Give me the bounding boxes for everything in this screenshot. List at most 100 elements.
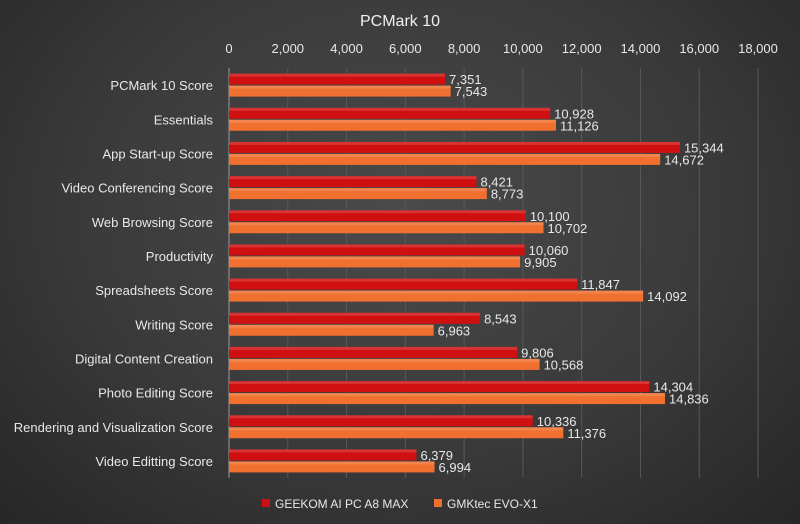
x-tick-label: 4,000 [330, 41, 363, 56]
bar-gmktec [229, 256, 521, 268]
legend-swatch [262, 499, 270, 507]
bar-geekom [229, 346, 518, 358]
bar-gmktec [229, 461, 435, 473]
bar-highlight [229, 141, 680, 145]
bar-highlight [229, 153, 661, 157]
bar-geekom [229, 244, 525, 256]
data-label: 11,126 [560, 118, 599, 133]
data-label: 10,568 [544, 357, 584, 372]
x-tick-label: 18,000 [738, 41, 778, 56]
x-tick-label: 12,000 [562, 41, 602, 56]
bar-gmktec [229, 188, 487, 200]
bar-highlight [229, 107, 551, 111]
bar-highlight [229, 188, 487, 192]
legend-label: GMKtec EVO-X1 [447, 497, 538, 511]
bar-highlight [229, 449, 417, 453]
bar-gmktec [229, 153, 661, 165]
bar-highlight [229, 415, 533, 419]
x-tick-label: 16,000 [679, 41, 719, 56]
bar-gmktec [229, 393, 666, 405]
data-label: 14,672 [664, 152, 704, 167]
bar-gmktec [229, 427, 564, 439]
bar-highlight [229, 461, 435, 465]
data-label: 15,344 [684, 140, 724, 155]
bar-highlight [229, 244, 525, 248]
bar-highlight [229, 393, 666, 397]
bar-highlight [229, 210, 526, 214]
bar-highlight [229, 290, 644, 294]
data-label: 10,928 [554, 106, 594, 121]
bar-highlight [229, 358, 540, 362]
bar-highlight [229, 381, 650, 385]
category-label: PCMark 10 Score [110, 78, 213, 93]
data-label: 14,304 [653, 380, 693, 395]
data-label: 10,060 [529, 243, 569, 258]
bar-geekom [229, 210, 526, 222]
bar-gmktec [229, 358, 540, 370]
data-label: 10,100 [530, 209, 570, 224]
chart-title: PCMark 10 [360, 13, 440, 30]
bar-highlight [229, 312, 481, 316]
bar-highlight [229, 73, 446, 77]
bar-highlight [229, 427, 564, 431]
bar-geekom [229, 449, 417, 461]
bar-geekom [229, 176, 477, 188]
bar-geekom [229, 312, 481, 324]
category-label: Photo Editing Score [98, 386, 213, 401]
category-label: Video Conferencing Score [61, 181, 213, 196]
bar-gmktec [229, 324, 434, 336]
data-label: 11,376 [567, 426, 606, 441]
data-label: 6,994 [439, 460, 472, 475]
x-tick-label: 14,000 [621, 41, 661, 56]
legend-swatch [434, 499, 442, 507]
bar-highlight [229, 324, 434, 328]
category-label: Web Browsing Score [92, 215, 213, 230]
x-tick-label: 0 [225, 41, 232, 56]
data-label: 7,351 [449, 72, 482, 87]
bar-highlight [229, 176, 477, 180]
bar-geekom [229, 73, 446, 85]
x-tick-label: 6,000 [389, 41, 422, 56]
data-label: 14,092 [647, 289, 687, 304]
data-label: 9,806 [521, 345, 554, 360]
bar-geekom [229, 141, 680, 153]
bar-gmktec [229, 85, 451, 97]
bar-gmktec [229, 119, 556, 131]
bar-geekom [229, 415, 533, 427]
category-label: Productivity [146, 249, 214, 264]
bar-gmktec [229, 222, 544, 234]
bar-highlight [229, 278, 578, 282]
legend-label: GEEKOM AI PC A8 MAX [275, 497, 408, 511]
data-label: 8,543 [484, 311, 517, 326]
data-label: 6,379 [420, 448, 453, 463]
data-label: 14,836 [669, 392, 709, 407]
bar-geekom [229, 278, 578, 290]
data-label: 8,773 [491, 187, 524, 202]
bar-highlight [229, 346, 518, 350]
category-label: Writing Score [135, 317, 213, 332]
x-tick-label: 2,000 [272, 41, 305, 56]
category-label: Digital Content Creation [75, 351, 213, 366]
x-tick-label: 10,000 [503, 41, 543, 56]
category-label: Spreadsheets Score [95, 283, 213, 298]
data-label: 10,336 [537, 414, 577, 429]
bar-highlight [229, 222, 544, 226]
category-label: App Start-up Score [102, 146, 213, 161]
data-label: 11,847 [581, 277, 620, 292]
data-label: 8,421 [480, 175, 513, 190]
x-tick-label: 8,000 [448, 41, 481, 56]
category-label: Video Editting Score [95, 454, 213, 469]
data-label: 9,905 [524, 255, 557, 270]
data-label: 10,702 [548, 221, 588, 236]
category-label: Essentials [154, 112, 214, 127]
bar-highlight [229, 85, 451, 89]
bar-gmktec [229, 290, 644, 302]
data-label: 6,963 [438, 323, 471, 338]
bar-highlight [229, 256, 521, 260]
bar-geekom [229, 381, 650, 393]
category-label: Rendering and Visualization Score [14, 420, 213, 435]
data-label: 7,543 [455, 84, 488, 99]
bar-geekom [229, 107, 551, 119]
bar-highlight [229, 119, 556, 123]
